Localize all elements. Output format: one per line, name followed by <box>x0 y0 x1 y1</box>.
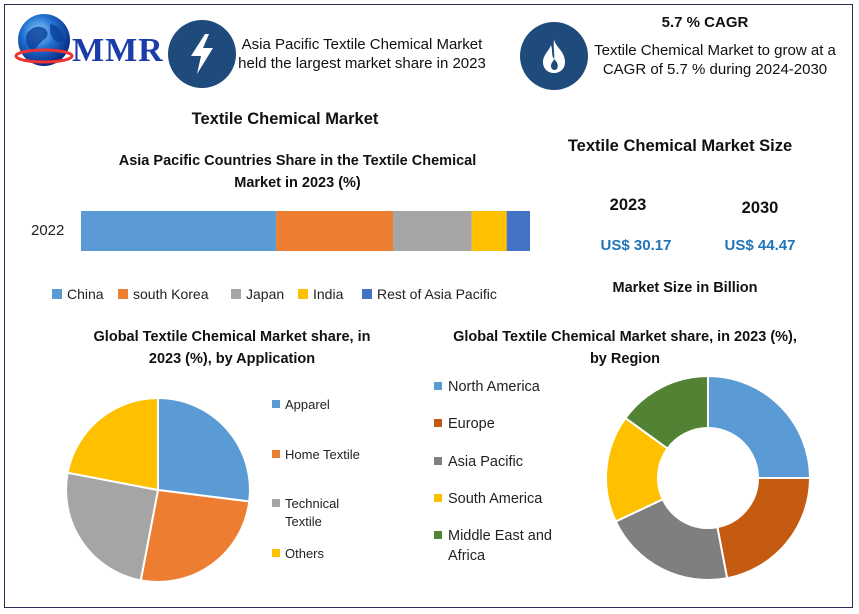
bar-segment-rest-of-asia-pacific <box>506 211 530 251</box>
legend-label: South America <box>448 491 543 507</box>
cagr-title: 5.7 % CAGR <box>661 14 749 31</box>
region-legend-south-america: South America <box>434 489 564 509</box>
application-pie-title: Global Textile Chemical Market share, in… <box>93 329 371 367</box>
legend-label: Asia Pacific <box>448 454 523 470</box>
bar-segment-japan <box>393 211 472 251</box>
region-legend-europe: Europe <box>434 414 564 434</box>
bar-legend-india: India <box>298 286 343 302</box>
region-donut-chart <box>605 374 812 581</box>
application-slice-home-textile <box>139 488 251 583</box>
application-legend-technical-textile: Technical Textile <box>272 495 347 531</box>
legend-label: Rest of Asia Pacific <box>377 286 497 302</box>
legend-label: Others <box>285 546 325 561</box>
market-size-unit: Market Size in Billion <box>612 280 758 296</box>
legend-swatch <box>272 450 280 458</box>
region-legend-north-america: North America <box>434 377 564 397</box>
application-legend-home-textile: Home Textile <box>272 446 367 464</box>
legend-label: Apparel <box>285 397 330 412</box>
legend-label: south Korea <box>133 286 209 302</box>
logo-text: MMR <box>72 32 164 69</box>
legend-swatch <box>272 549 280 557</box>
year-2023: 2023 <box>609 196 647 214</box>
bar-segment-south-korea <box>276 211 394 251</box>
main-title: Textile Chemical Market <box>191 110 379 128</box>
bar-chart-title: Asia Pacific Countries Share in the Text… <box>118 153 477 191</box>
legend-label: China <box>67 286 104 302</box>
legend-swatch <box>272 400 280 408</box>
bar-segment-china <box>81 211 277 251</box>
region-slice-middle-east-and-africa <box>624 374 709 451</box>
stacked-bar-chart <box>81 211 530 251</box>
legend-label: Japan <box>246 286 285 302</box>
application-slice-apparel <box>157 396 251 503</box>
flame-badge <box>520 22 588 90</box>
region-slice-north-america <box>707 374 812 479</box>
region-donut-title: Global Textile Chemical Market share, in… <box>453 329 797 367</box>
headline-text: Asia Pacific Textile Chemical Market hel… <box>238 36 486 72</box>
cagr-text: Textile Chemical Market to grow at a CAG… <box>594 42 836 78</box>
lightning-icon <box>191 34 213 74</box>
flame-icon <box>543 39 565 73</box>
legend-label: Middle East and Africa <box>448 528 552 564</box>
globe-icon <box>14 14 74 66</box>
legend-swatch <box>434 457 442 465</box>
year-2030: 2030 <box>741 199 779 217</box>
legend-swatch <box>362 289 372 299</box>
bar-category-label: 2022 <box>31 222 65 239</box>
legend-swatch <box>298 289 308 299</box>
mmr-logo: MMR <box>14 10 163 72</box>
legend-label: Home Textile <box>285 447 360 462</box>
region-legend-middle-east-and-africa: Middle East and Africa <box>434 526 564 566</box>
legend-swatch <box>52 289 62 299</box>
region-slice-europe <box>716 477 812 580</box>
region-legend-asia-pacific: Asia Pacific <box>434 452 564 472</box>
legend-swatch <box>118 289 128 299</box>
legend-swatch <box>272 499 280 507</box>
legend-swatch <box>434 419 442 427</box>
application-legend-apparel: Apparel <box>272 396 342 414</box>
application-slice-others <box>66 396 159 492</box>
legend-label: India <box>313 286 344 302</box>
lightning-badge <box>168 20 236 88</box>
bar-legend-rest-of-asia-pacific: Rest of Asia Pacific <box>362 286 497 302</box>
bar-segment-india <box>471 211 507 251</box>
legend-swatch <box>434 494 442 502</box>
application-legend-others: Others <box>272 545 342 563</box>
legend-label: Europe <box>448 416 495 432</box>
legend-label: Technical Textile <box>285 496 340 529</box>
application-pie-chart <box>65 396 251 583</box>
bar-legend-south-korea: south Korea <box>118 286 209 302</box>
legend-swatch <box>434 382 442 390</box>
bar-legend-china: China <box>52 286 104 302</box>
legend-swatch <box>434 531 442 539</box>
market-size-title: Textile Chemical Market Size <box>567 137 793 155</box>
legend-label: North America <box>448 379 540 395</box>
application-slice-technical-textile <box>65 471 160 582</box>
bar-legend-japan: Japan <box>231 286 284 302</box>
value-2030: US$ 44.47 <box>724 237 796 254</box>
legend-swatch <box>231 289 241 299</box>
infographic-frame <box>4 4 853 608</box>
value-2023: US$ 30.17 <box>600 237 672 254</box>
